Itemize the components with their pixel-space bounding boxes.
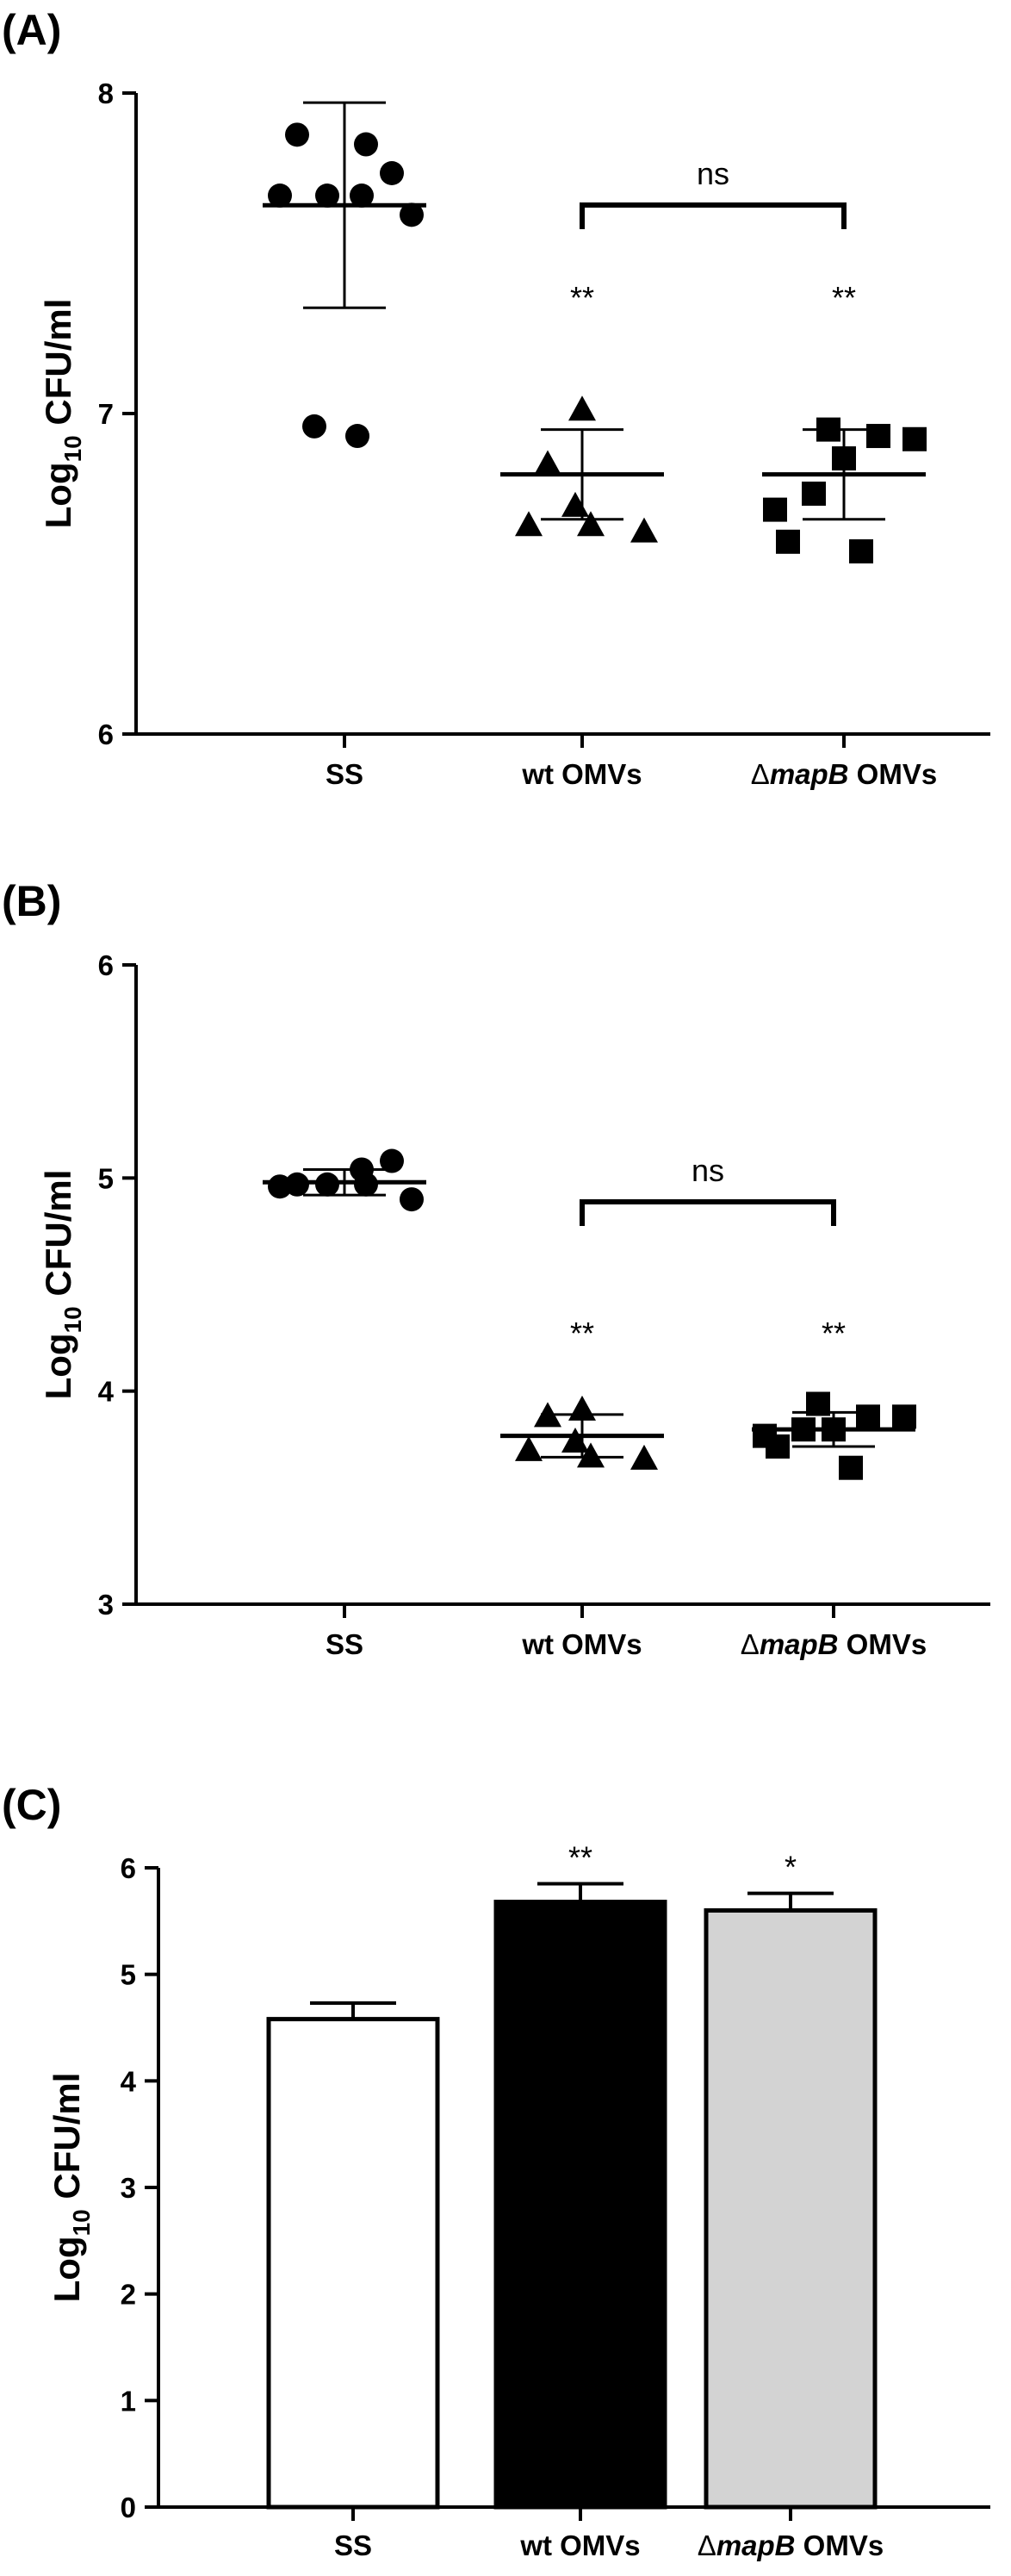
x-tick-label: SS <box>334 2529 372 2561</box>
panel-label: (B) <box>2 877 61 925</box>
y-axis-label: Log10 CFU/ml <box>38 1170 86 1400</box>
panel-label: (C) <box>2 1781 61 1829</box>
data-point-triangle <box>577 511 605 537</box>
y-tick-label: 6 <box>98 949 114 981</box>
data-point-square <box>832 446 856 471</box>
data-point-triangle <box>561 491 589 517</box>
x-tick-label: ΔmapB OMVs <box>751 758 937 790</box>
data-point-square <box>856 1404 880 1429</box>
data-point-circle <box>285 122 309 147</box>
data-point-circle <box>380 1148 404 1173</box>
y-tick-label: 3 <box>121 2172 136 2204</box>
data-point-circle <box>302 414 326 439</box>
x-tick-label: SS <box>326 758 363 790</box>
data-point-triangle <box>568 395 596 421</box>
y-tick-label: 6 <box>121 1852 136 1884</box>
data-point-circle <box>400 1187 424 1212</box>
y-tick-label: 1 <box>121 2385 136 2417</box>
data-point-circle <box>400 202 424 227</box>
data-point-circle <box>315 184 339 208</box>
data-point-triangle <box>561 1428 589 1453</box>
data-point-square <box>902 426 927 451</box>
data-point-square <box>892 1404 916 1429</box>
data-point-circle <box>350 1157 374 1182</box>
bracket-label: ns <box>697 156 729 191</box>
data-point-square <box>776 529 800 554</box>
panel-a: (A) 6 7 8 Log10 CFU/ml SS wt OMVs ΔmapB OMVs ** *… <box>2 6 990 790</box>
y-tick-label: 4 <box>98 1376 115 1408</box>
data-point-square <box>849 538 873 563</box>
significance-label: * <box>785 1850 797 1885</box>
significance-label: ** <box>568 1840 592 1876</box>
bar <box>266 2017 440 2510</box>
y-tick-label: 4 <box>121 2065 137 2097</box>
data-point-circle <box>268 184 292 208</box>
data-point-circle <box>350 184 374 208</box>
y-tick-label: 3 <box>98 1589 114 1621</box>
data-point-square <box>816 417 840 442</box>
comparison-bracket <box>580 202 847 229</box>
x-tick-label: ΔmapB OMVs <box>741 1628 927 1660</box>
data-point-square <box>766 1434 790 1459</box>
y-axis-label: Log10 CFU/ml <box>38 299 86 529</box>
data-point-triangle <box>630 517 658 543</box>
significance-label: ** <box>832 280 856 315</box>
x-tick-label: wt OMVs <box>519 2529 640 2561</box>
data-point-circle <box>268 1174 292 1199</box>
data-point-triangle <box>630 1444 658 1470</box>
significance-label: ** <box>822 1316 846 1351</box>
data-point-circle <box>315 1172 339 1197</box>
data-point-square <box>839 1455 863 1480</box>
data-point-circle <box>380 161 404 185</box>
data-point-square <box>763 497 787 522</box>
y-tick-label: 8 <box>98 78 114 109</box>
data-point-square <box>822 1417 846 1442</box>
data-point-triangle <box>515 1435 543 1461</box>
bar <box>493 1900 667 2510</box>
y-tick-label: 0 <box>121 2492 136 2523</box>
bar <box>704 1907 878 2510</box>
significance-label: ** <box>570 1316 594 1351</box>
y-tick-label: 7 <box>98 398 114 430</box>
y-tick-label: 5 <box>121 1959 136 1991</box>
x-tick-label: wt OMVs <box>521 1628 642 1660</box>
panel-c: (C) 0 1 2 3 4 5 6 Log10 CFU/ml SS wt OMVs ΔmapB OMV… <box>2 1781 990 2561</box>
panel-label: (A) <box>2 6 61 54</box>
bracket-label: ns <box>692 1153 724 1188</box>
data-point-square <box>802 482 826 506</box>
data-point-triangle <box>534 450 561 476</box>
data-point-square <box>806 1391 830 1416</box>
data-point-circle <box>354 132 378 157</box>
data-point-triangle <box>577 1442 605 1468</box>
panel-b: (B) 3 4 5 6 Log10 CFU/ml SS wt OMVs ΔmapB OMVs **… <box>2 877 990 1660</box>
data-point-triangle <box>515 511 543 537</box>
data-point-square <box>866 424 890 449</box>
data-point-circle <box>345 424 369 449</box>
x-tick-label: SS <box>326 1628 363 1660</box>
y-axis-label: Log10 CFU/ml <box>47 2073 95 2303</box>
data-point-triangle <box>534 1402 561 1428</box>
y-tick-label: 6 <box>98 719 114 750</box>
data-point-square <box>791 1417 816 1442</box>
significance-label: ** <box>570 280 594 315</box>
data-point-triangle <box>568 1395 596 1421</box>
x-tick-label: ΔmapB OMVs <box>698 2529 884 2561</box>
comparison-bracket <box>580 1199 836 1226</box>
y-tick-label: 5 <box>98 1162 114 1194</box>
y-tick-label: 2 <box>121 2279 136 2311</box>
x-tick-label: wt OMVs <box>521 758 642 790</box>
